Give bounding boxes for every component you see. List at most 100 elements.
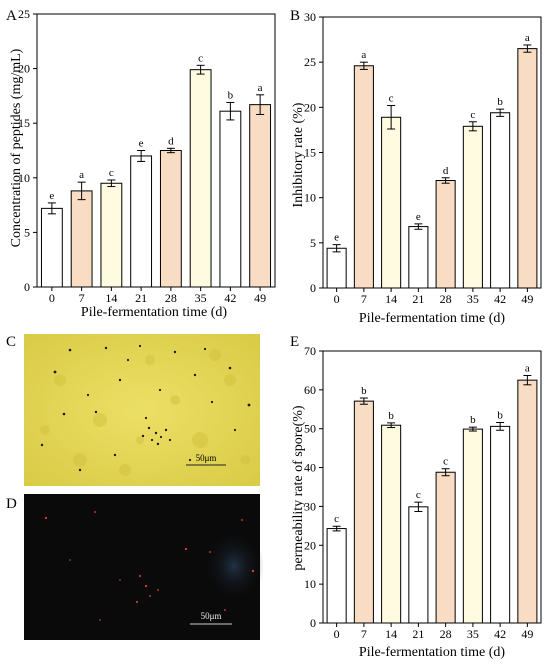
panel-e-bar	[353, 400, 374, 624]
panel-b-x-tick-label: 42	[494, 292, 506, 306]
panel-a-y-tick-label: 0	[24, 280, 30, 294]
panel-e-y-tick-label: 0	[310, 616, 316, 630]
panel-b-y-tick-label: 30	[304, 10, 316, 24]
panel-c-micrograph: C 50μm	[6, 334, 260, 486]
panel-b-chart: B Inhibitory rate (%) Pile-fermentation …	[290, 8, 542, 326]
panel-e-bar	[381, 424, 402, 624]
panel-e-x-tick-label: 42	[494, 627, 506, 641]
panel-e-x-tick-label: 35	[467, 627, 479, 641]
panel-c-faint-blobs	[40, 349, 250, 476]
panel-a-bar	[100, 182, 123, 288]
panel-e-bar	[517, 379, 538, 624]
panel-e-y-tick-label: 30	[304, 499, 316, 513]
panel-b-x-tick-label: 0	[334, 292, 340, 306]
panel-a-significance-label: a	[258, 82, 263, 94]
panel-b-x-axis-title: Pile-fermentation time (d)	[359, 311, 506, 326]
panel-b-bar	[353, 65, 374, 289]
panel-e-y-tick-label: 50	[304, 422, 316, 436]
panel-a-x-tick-label: 28	[165, 291, 177, 305]
panel-e-significance-label: b	[497, 409, 503, 421]
panel-e-significance-label: b	[470, 414, 476, 426]
panel-e-x-tick-label: 21	[412, 627, 424, 641]
panel-e-bar	[435, 471, 456, 624]
panel-a-bar	[40, 207, 63, 288]
panel-b-bar	[408, 226, 429, 289]
panel-e-significance-label: a	[525, 362, 530, 374]
panel-a-y-tick-label: 5	[24, 225, 30, 239]
panel-a-bar	[219, 110, 242, 288]
panel-e-x-axis-title: Pile-fermentation time (d)	[359, 645, 506, 660]
panel-e-bar	[462, 428, 483, 624]
panel-a-significance-label: d	[168, 135, 174, 147]
panel-b-x-tick-label: 35	[467, 292, 479, 306]
panel-b-x-tick-label: 7	[361, 292, 367, 306]
panel-e-y-tick-label: 40	[304, 461, 316, 475]
panel-e-x-tick-label: 7	[361, 627, 367, 641]
panel-b-x-tick-label: 28	[440, 292, 452, 306]
panel-d-letter: D	[6, 496, 17, 512]
panel-e-y-tick-label: 60	[304, 383, 316, 397]
panel-b-y-tick-label: 5	[310, 236, 316, 250]
panel-b-bar	[381, 116, 402, 289]
panel-a-x-tick-label: 7	[79, 291, 85, 305]
panel-e-y-tick-label: 20	[304, 538, 316, 552]
panel-e-bar	[490, 425, 511, 624]
panel-a-bar	[130, 155, 153, 288]
panel-a-bar	[249, 104, 272, 288]
panel-e-significance-label: b	[361, 385, 367, 397]
panel-e-y-axis-title: permeability rate of spore(%)	[291, 405, 306, 571]
panel-b-bar	[435, 180, 456, 289]
panel-a-x-tick-label: 21	[135, 291, 147, 305]
panel-b-x-tick-label: 14	[385, 292, 397, 306]
panel-b-significance-label: d	[443, 165, 449, 177]
panel-e-bar	[326, 528, 347, 624]
panel-a-x-axis-title: Pile-fermentation time (d)	[81, 305, 228, 320]
panel-a-y-tick-label: 25	[18, 7, 30, 21]
panel-e-significance-label: b	[388, 410, 394, 422]
panel-d-blue-glow	[204, 530, 264, 602]
panel-a-bar	[159, 150, 182, 288]
panel-c-letter: C	[6, 334, 16, 350]
panel-e-plot-frame	[322, 350, 542, 624]
panel-b-y-tick-label: 0	[310, 281, 316, 295]
panel-a-y-axis-title: Concentration of peptides (mg/mL)	[9, 48, 24, 247]
panel-d-micrograph: D 50μm	[6, 494, 264, 640]
panel-a-significance-label: a	[79, 169, 84, 181]
panel-a-x-tick-label: 0	[49, 291, 55, 305]
panel-e-y-tick-label: 10	[304, 577, 316, 591]
panel-c-spores	[40, 344, 251, 472]
panel-b-y-tick-label: 15	[304, 146, 316, 160]
panel-e-significance-label: c	[443, 456, 448, 468]
panel-b-significance-label: e	[416, 211, 421, 223]
panel-e-x-tick-label: 28	[440, 627, 452, 641]
panel-a-y-tick-label: 15	[18, 116, 30, 130]
panel-a-y-tick-label: 20	[18, 62, 30, 76]
panel-e-significance-label: c	[334, 513, 339, 525]
panel-a-y-tick-label: 10	[18, 171, 30, 185]
panel-b-x-tick-label: 49	[521, 292, 533, 306]
panel-b-significance-label: c	[389, 93, 394, 105]
panel-a-significance-label: b	[228, 89, 234, 101]
panel-a-letter: A	[6, 8, 17, 24]
panel-a-x-tick-label: 35	[195, 291, 207, 305]
panel-a-x-tick-label: 14	[105, 291, 117, 305]
panel-b-bar	[462, 125, 483, 289]
panel-b-significance-label: e	[334, 232, 339, 244]
panel-b-x-tick-label: 21	[412, 292, 424, 306]
panel-e-x-tick-label: 0	[334, 627, 340, 641]
panel-b-y-axis-title: Inhibitory rate (%)	[291, 102, 306, 207]
panel-a-chart: A Concentration of peptides (mg/mL) Pile…	[6, 7, 276, 320]
panel-a-plot-frame	[36, 13, 276, 288]
panel-d-scale-label: 50μm	[201, 611, 222, 621]
panel-b-significance-label: a	[361, 49, 366, 61]
panel-e-chart: E permeability rate of spore(%) Pile-fer…	[290, 334, 542, 660]
panel-a-significance-label: c	[198, 52, 203, 64]
panel-e-significance-label: c	[416, 489, 421, 501]
panel-c-scale-label: 50μm	[196, 453, 217, 463]
panel-b-bar	[326, 247, 347, 289]
panel-b-letter: B	[290, 8, 300, 24]
panel-a-bar	[189, 69, 212, 288]
panel-a-x-tick-label: 49	[254, 291, 266, 305]
panel-c-image	[24, 334, 260, 486]
